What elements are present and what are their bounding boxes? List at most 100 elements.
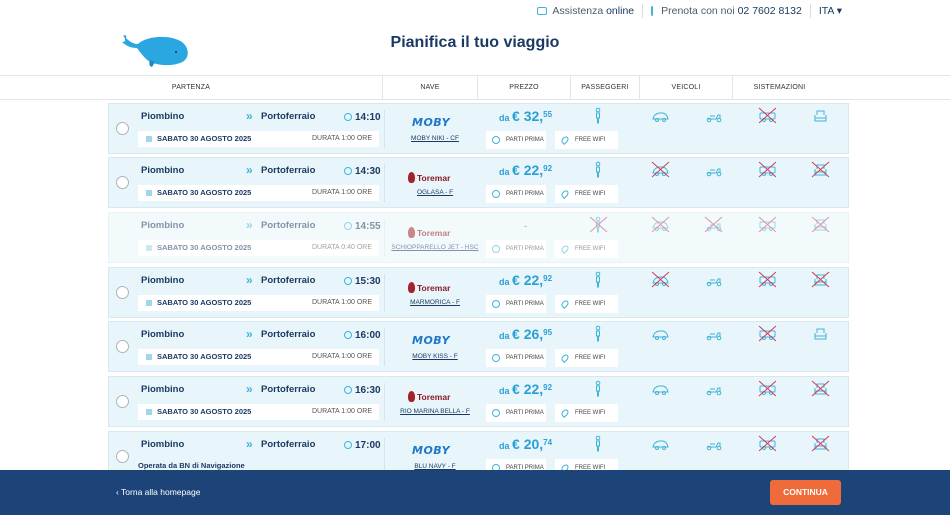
continue-button[interactable]: CONTINUA bbox=[770, 480, 841, 505]
ship-link[interactable]: MARMORICA - F bbox=[410, 299, 460, 306]
free-wifi-label: FREE WIFI bbox=[575, 246, 606, 252]
double-chevron-icon: » bbox=[246, 218, 253, 232]
table-header: PARTENZA NAVE PREZZO PASSEGGERI VEICOLI … bbox=[0, 75, 950, 100]
arrival-port: Portoferraio bbox=[261, 165, 316, 176]
trip-duration: DURATA 1:00 ORE bbox=[311, 189, 372, 196]
toremar-emblem-icon bbox=[408, 172, 415, 183]
trip-row[interactable]: Piombino » Portoferraio 14:55 SABATO 30 A… bbox=[108, 212, 849, 263]
wifi-icon bbox=[560, 299, 570, 309]
departure-port: Piombino bbox=[141, 111, 185, 122]
back-to-homepage-link[interactable]: ‹ Torna alla homepage bbox=[116, 487, 200, 497]
time-value: 15:30 bbox=[355, 276, 381, 287]
camper-unavailable-icon bbox=[758, 380, 777, 397]
free-wifi-label: FREE WIFI bbox=[575, 465, 606, 471]
parti-prima-badge[interactable]: PARTI PRIMA bbox=[486, 295, 546, 313]
stopwatch-icon bbox=[492, 409, 500, 417]
parti-prima-badge[interactable]: PARTI PRIMA bbox=[486, 240, 546, 258]
price: da € 22,92 bbox=[499, 272, 552, 288]
parti-prima-badge[interactable]: PARTI PRIMA bbox=[486, 185, 546, 203]
car-unavailable-icon bbox=[651, 161, 670, 178]
departure-time: 16:00 bbox=[344, 330, 381, 341]
trip-row[interactable]: Piombino » Portoferraio 16:30 SABATO 30 A… bbox=[108, 376, 849, 427]
free-wifi-badge[interactable]: FREE WIFI bbox=[555, 240, 618, 258]
ship-link[interactable]: BLU NAVY - F bbox=[414, 463, 456, 470]
price-decimal: 92 bbox=[543, 274, 553, 283]
trip-radio[interactable] bbox=[116, 395, 129, 408]
ship-link[interactable]: OGLASA - F bbox=[416, 189, 454, 196]
trip-date: SABATO 30 AGOSTO 2025 bbox=[157, 298, 252, 307]
phone-link[interactable]: Prenota con noi 02 7602 8132 bbox=[661, 5, 802, 17]
trip-radio[interactable] bbox=[116, 450, 129, 463]
free-wifi-badge[interactable]: FREE WIFI bbox=[555, 295, 618, 313]
ship-link[interactable]: SCHIOPPARELLO JET - HSC bbox=[391, 244, 479, 251]
price-prefix: da bbox=[499, 331, 510, 341]
operated-by: Operata da BN di Navigazione bbox=[138, 461, 245, 470]
parti-prima-label: PARTI PRIMA bbox=[506, 410, 544, 416]
parti-prima-badge[interactable]: PARTI PRIMA bbox=[486, 349, 546, 367]
trip-date: SABATO 30 AGOSTO 2025 bbox=[157, 243, 252, 252]
price-prefix: da bbox=[499, 167, 510, 177]
car-unavailable-icon bbox=[651, 216, 670, 233]
clock-icon bbox=[344, 222, 352, 230]
moto-available-icon bbox=[706, 387, 722, 396]
free-wifi-badge[interactable]: FREE WIFI bbox=[555, 131, 618, 149]
free-wifi-badge[interactable]: FREE WIFI bbox=[555, 349, 618, 367]
seat-unavailable-icon bbox=[811, 380, 830, 397]
language-selector[interactable]: ITA ▾ bbox=[818, 5, 842, 17]
ship-link[interactable]: MOBY KISS - F bbox=[412, 353, 458, 360]
assistance-online: online bbox=[606, 5, 635, 17]
date-box: SABATO 30 AGOSTO 2025 DURATA 1:00 ORE bbox=[138, 185, 379, 201]
calendar-icon bbox=[146, 300, 152, 306]
clock-icon bbox=[344, 441, 352, 449]
parti-prima-label: PARTI PRIMA bbox=[506, 137, 544, 143]
trip-duration: DURATA 1:00 ORE bbox=[311, 353, 372, 360]
trip-date: SABATO 30 AGOSTO 2025 bbox=[157, 407, 252, 416]
arrival-port: Portoferraio bbox=[261, 111, 316, 122]
parti-prima-label: PARTI PRIMA bbox=[506, 191, 544, 197]
trip-row[interactable]: Piombino » Portoferraio 16:00 SABATO 30 A… bbox=[108, 321, 849, 372]
parti-prima-badge[interactable]: PARTI PRIMA bbox=[486, 404, 546, 422]
departure-time: 15:30 bbox=[344, 276, 381, 287]
trip-row[interactable]: Piombino » Portoferraio 14:30 SABATO 30 A… bbox=[108, 157, 849, 208]
time-value: 14:55 bbox=[355, 221, 381, 232]
col-veicoli: VEICOLI bbox=[640, 76, 733, 99]
passenger-available-icon bbox=[595, 161, 601, 178]
trip-duration: DURATA 0:40 ORE bbox=[311, 244, 372, 251]
car-available-icon bbox=[652, 385, 669, 395]
parti-prima-label: PARTI PRIMA bbox=[506, 355, 544, 361]
calendar-icon bbox=[146, 245, 152, 251]
ship-link[interactable]: RIO MARINA BELLA - F bbox=[400, 408, 470, 415]
price-integer: € 22, bbox=[512, 272, 544, 288]
wifi-icon bbox=[560, 353, 570, 363]
seat-available-icon bbox=[814, 110, 827, 122]
seat-unavailable-icon bbox=[811, 216, 830, 233]
car-available-icon bbox=[652, 112, 669, 122]
price-integer: € 20, bbox=[512, 436, 544, 452]
divider bbox=[809, 4, 811, 18]
parti-prima-badge[interactable]: PARTI PRIMA bbox=[486, 131, 546, 149]
assistance-link[interactable]: Assistenza online bbox=[552, 5, 634, 17]
departure-time: 14:55 bbox=[344, 221, 381, 232]
chat-icon bbox=[537, 7, 548, 15]
trip-radio[interactable] bbox=[116, 122, 129, 135]
price: da € 32,55 bbox=[499, 108, 552, 124]
trip-row[interactable]: Piombino » Portoferraio 15:30 SABATO 30 A… bbox=[108, 267, 849, 318]
trip-date: SABATO 30 AGOSTO 2025 bbox=[157, 188, 252, 197]
ship-link[interactable]: MOBY NIKI - CF bbox=[411, 135, 459, 142]
trip-duration: DURATA 1:00 ORE bbox=[311, 135, 372, 142]
departure-port: Piombino bbox=[141, 384, 185, 395]
whale-logo[interactable] bbox=[120, 30, 192, 73]
trip-radio[interactable] bbox=[116, 176, 129, 189]
trip-radio[interactable] bbox=[116, 340, 129, 353]
free-wifi-badge[interactable]: FREE WIFI bbox=[555, 404, 618, 422]
trip-radio[interactable] bbox=[116, 286, 129, 299]
trip-row[interactable]: Piombino » Portoferraio 14:10 SABATO 30 A… bbox=[108, 103, 849, 154]
departure-time: 17:00 bbox=[344, 440, 381, 451]
free-wifi-badge[interactable]: FREE WIFI bbox=[555, 185, 618, 203]
stopwatch-icon bbox=[492, 354, 500, 362]
stopwatch-icon bbox=[492, 245, 500, 253]
wifi-icon bbox=[560, 408, 570, 418]
divider bbox=[642, 4, 644, 18]
departure-port: Piombino bbox=[141, 275, 185, 286]
camper-unavailable-icon bbox=[758, 107, 777, 124]
